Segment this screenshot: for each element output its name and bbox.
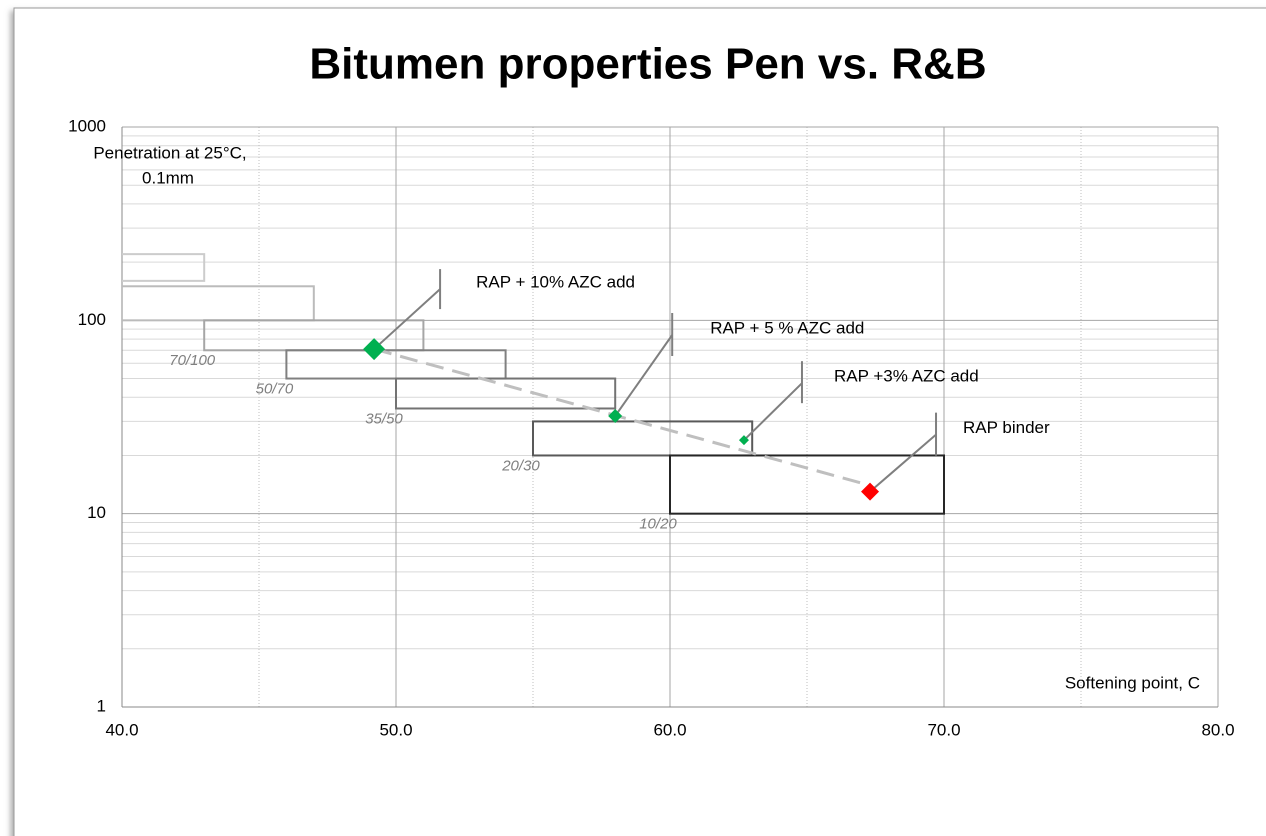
x-tick-label: 60.0 — [653, 720, 686, 739]
trend-line — [373, 347, 871, 487]
point-label: RAP binder — [963, 418, 1050, 437]
grade-label: 70/100 — [169, 352, 216, 369]
y-tick-label: 1000 — [68, 116, 106, 135]
point — [861, 482, 880, 501]
point-label: RAP +3% AZC add — [834, 367, 979, 386]
point-label: RAP + 10% AZC add — [476, 273, 635, 292]
y-tick-label: 10 — [87, 503, 106, 522]
x-axis-label: Softening point, C — [1065, 673, 1200, 692]
callout-line — [614, 334, 674, 417]
x-tick-label: 70.0 — [927, 720, 960, 739]
grade-label: 20/30 — [501, 457, 540, 474]
y-axis-label: 0.1mm — [142, 168, 194, 187]
grade-box — [669, 454, 945, 515]
callout-line — [743, 382, 803, 441]
chart-title: Bitumen properties Pen vs. R&B — [309, 40, 986, 89]
callout-line — [869, 433, 937, 493]
grade-box — [395, 377, 617, 410]
point — [608, 409, 623, 424]
point — [738, 435, 749, 446]
x-tick-label: 40.0 — [105, 720, 138, 739]
point-label: RAP + 5 % AZC add — [710, 318, 864, 337]
x-tick-label: 50.0 — [379, 720, 412, 739]
grade-label: 10/20 — [639, 516, 677, 533]
y-tick-label: 100 — [78, 310, 106, 329]
grade-box — [122, 253, 206, 282]
point — [363, 338, 386, 361]
x-tick-label: 80.0 — [1201, 720, 1234, 739]
y-tick-label: 1 — [97, 696, 106, 715]
grade-label: 50/70 — [256, 381, 294, 398]
grade-label: 35/50 — [365, 410, 403, 427]
y-axis-label: Penetration at 25°C, — [93, 143, 246, 162]
callout-line — [373, 288, 441, 350]
